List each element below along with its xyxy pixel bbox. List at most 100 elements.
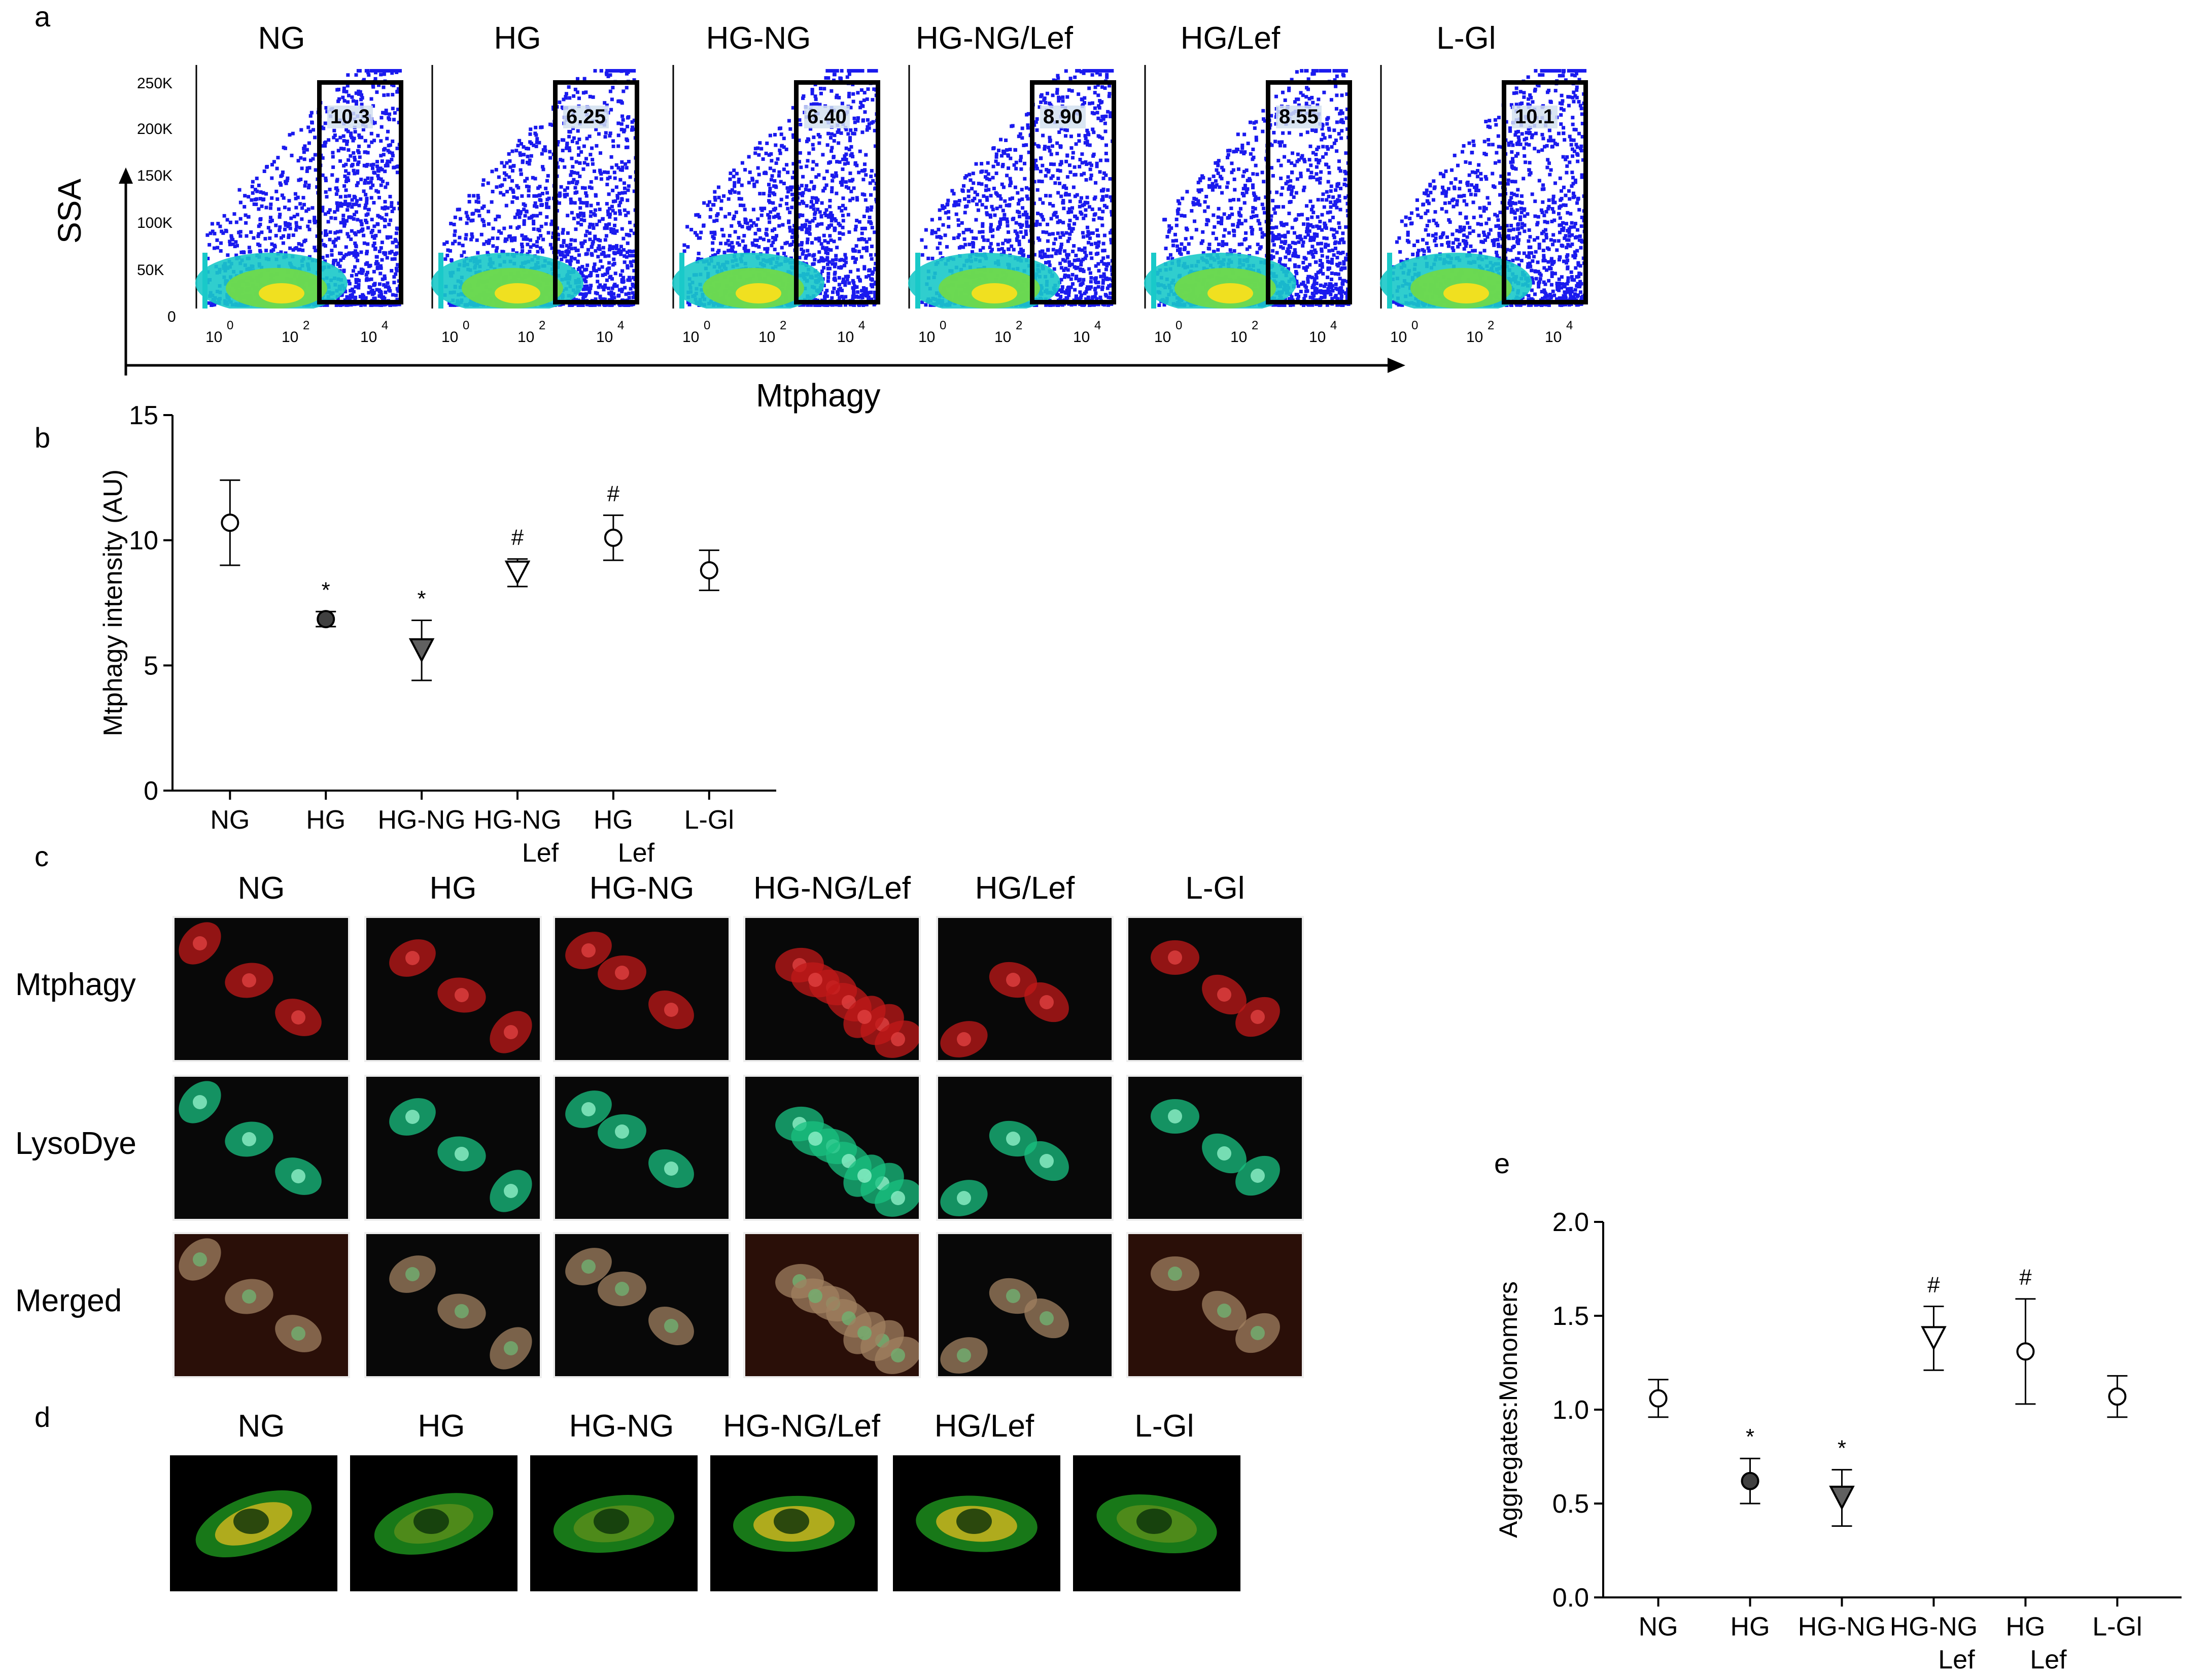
x-tick-label: 10 (1154, 329, 1171, 346)
x-tick-label: L-Gl (684, 805, 734, 835)
panel-letter-e: e (1494, 1147, 1510, 1179)
micrograph-mtphagy (364, 916, 542, 1062)
panel-a-col-label: HG-NG (706, 21, 811, 56)
x-tick-exponent: 4 (858, 319, 866, 332)
panel-letter-a: a (34, 1, 51, 32)
x-tick-label: HG-NG (377, 805, 465, 835)
panel-c-row-label: LysoDye (15, 1126, 136, 1161)
panel-d-col-label: HG (418, 1409, 465, 1444)
panel-a-axes (119, 167, 1405, 376)
micrograph-lysodye (553, 1075, 731, 1221)
x-tick-exponent: 2 (780, 319, 787, 332)
x-tick-label: 10 (360, 329, 377, 346)
gate-box (553, 80, 639, 304)
panel-d-col-label: HG-NG (569, 1409, 674, 1444)
flow-plot-5: 8.55 (1144, 65, 1357, 309)
data-point (700, 561, 718, 579)
x-tick-exponent: 2 (303, 319, 310, 332)
x-tick-label: 10 (837, 329, 854, 346)
gate-value: 10.1 (1512, 106, 1558, 128)
y-tick-label: 0.0 (1552, 1583, 1589, 1613)
significance-mark: * (322, 577, 330, 602)
y-tick-label: 0 (144, 776, 158, 806)
x-tick-exponent: 0 (227, 319, 234, 332)
micrograph-mtphagy (553, 916, 731, 1062)
x-tick-exponent: 0 (1411, 319, 1419, 332)
data-point (221, 514, 239, 532)
data-point (2016, 1342, 2035, 1361)
micrograph-lysodye (364, 1075, 542, 1221)
micrograph-merged (936, 1232, 1114, 1378)
panel-c-row-label: Mtphagy (15, 967, 136, 1002)
x-tick-label: Lef (2030, 1645, 2067, 1669)
micrograph-lysodye (743, 1075, 921, 1221)
panel-c-row-label: Merged (15, 1283, 122, 1318)
gate-value: 10.3 (327, 106, 373, 128)
micrograph-mtphagy (936, 916, 1114, 1062)
x-tick-label: 10 (205, 329, 223, 346)
x-tick-label: Lef (618, 838, 655, 863)
x-tick-label: Lef (522, 838, 559, 863)
x-tick-label: HG-NG (473, 805, 561, 835)
x-tick-label: HG (306, 805, 345, 835)
flow-plot-2: 6.25 (431, 65, 644, 309)
panel-letter-c: c (34, 840, 49, 872)
x-tick-label: HG-NG (1798, 1612, 1886, 1642)
x-tick-label: 10 (596, 329, 613, 346)
micrograph-merged (1126, 1232, 1304, 1378)
data-point (1829, 1485, 1855, 1511)
gate-box (1502, 80, 1588, 304)
gate-box (1266, 80, 1352, 304)
y-tick-label: 200K (137, 121, 173, 138)
panel-d-col-label: HG-NG/Lef (722, 1409, 881, 1444)
panel-d-col-label: L-Gl (1134, 1409, 1194, 1444)
y-axis-label: Mtphagy intensity (AU) (98, 469, 128, 736)
data-point (2108, 1387, 2127, 1406)
x-tick-label: 10 (918, 329, 936, 346)
micrograph-lysodye (1126, 1075, 1304, 1221)
y-tick-label: 250K (137, 75, 173, 92)
data-point (317, 610, 335, 629)
micrograph-lysodye (936, 1075, 1114, 1221)
y-tick-label: 15 (129, 401, 158, 430)
y-tick-label: 1.0 (1552, 1395, 1589, 1425)
x-tick-label: L-Gl (2092, 1612, 2142, 1642)
y-tick-label: 10 (129, 526, 158, 556)
panel-c-col-label: HG-NG/Lef (753, 871, 911, 906)
panel-letter-d: d (34, 1401, 51, 1433)
x-tick-label: 10 (1466, 329, 1483, 346)
micrograph-mtphagy (172, 916, 350, 1062)
significance-mark: * (1746, 1424, 1754, 1449)
y-tick-label: 100K (137, 215, 173, 231)
x-tick-label: 10 (758, 329, 776, 346)
x-tick-label: 10 (1545, 329, 1562, 346)
x-tick-label: 10 (517, 329, 535, 346)
x-tick-label: NG (1639, 1612, 1678, 1642)
significance-mark: # (607, 481, 620, 506)
y-tick-label: 2.0 (1552, 1208, 1589, 1237)
flow-plot-6: 10.1 (1380, 65, 1593, 309)
gate-value: 6.25 (563, 106, 609, 128)
panel-letter-b: b (34, 422, 51, 454)
x-tick-exponent: 0 (940, 319, 947, 332)
micrograph-merged (743, 1232, 921, 1378)
x-tick-label: 10 (1073, 329, 1090, 346)
significance-mark: # (2019, 1265, 2032, 1290)
x-tick-exponent: 4 (617, 319, 625, 332)
x-tick-label: 10 (682, 329, 700, 346)
y-tick-label: 50K (137, 262, 164, 279)
x-tick-exponent: 4 (382, 319, 389, 332)
x-tick-exponent: 4 (1094, 319, 1101, 332)
data-point (504, 560, 531, 586)
mtphagy-axis-arrowhead (1388, 358, 1405, 373)
panel-a-col-label: HG/Lef (1180, 21, 1281, 56)
ssa-axis-title: SSA (51, 178, 88, 244)
x-tick-exponent: 4 (1330, 319, 1337, 332)
gate-box (1030, 80, 1116, 304)
micrograph-merged (553, 1232, 731, 1378)
panel-d-col-label: HG/Lef (934, 1409, 1034, 1444)
flow-plot-3: 6.40 (672, 65, 885, 309)
significance-mark: * (1838, 1436, 1846, 1460)
mito-image (170, 1455, 337, 1591)
panel-c-col-label: L-Gl (1185, 871, 1245, 906)
